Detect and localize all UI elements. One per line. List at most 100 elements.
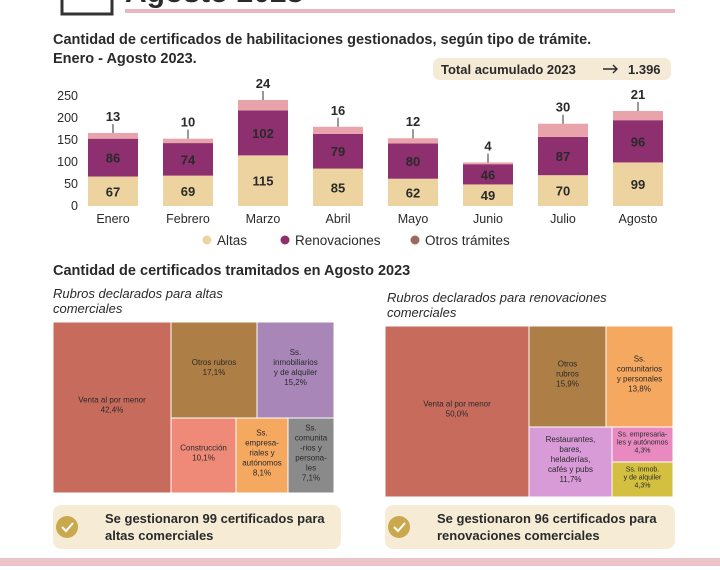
treemap-cell (52, 321, 172, 494)
treemap-cell (528, 325, 607, 428)
treemap-cell (528, 426, 613, 498)
treemap-value: 11,7% (559, 475, 581, 484)
x-tick-label: Junio (473, 212, 503, 226)
value-label: 13 (106, 109, 120, 124)
y-tick-label: 50 (64, 177, 78, 191)
legend-label: Renovaciones (295, 233, 381, 248)
value-label: 49 (481, 188, 495, 203)
bar-segment (538, 123, 588, 137)
y-tick-label: 150 (57, 133, 78, 147)
value-label: 70 (556, 184, 570, 199)
treemap-cell (287, 417, 335, 494)
note-text: Se gestionaron 96 certificados para renov… (437, 511, 657, 543)
bar-segment (238, 155, 288, 206)
value-label: 30 (556, 100, 570, 115)
chart-subtitle: Enero - Agosto 2023. (53, 51, 197, 67)
note-text: Se gestionaron 99 certificados para altas… (105, 511, 325, 543)
treemap-value: 4,3% (635, 448, 651, 455)
treemap-label: Construcción (180, 444, 227, 453)
x-tick-label: Enero (96, 212, 129, 226)
header-icon (60, 0, 114, 16)
treemap-label: Venta al por menor (78, 396, 146, 405)
treemap-value: 8,1% (253, 469, 271, 478)
note-box (385, 505, 675, 549)
treemap-cell (611, 426, 674, 463)
treemap-value: 10,1% (192, 454, 215, 463)
value-label: 16 (331, 103, 345, 118)
y-tick-label: 100 (57, 155, 78, 169)
legend-label: Otros trámites (425, 233, 510, 248)
treemap-subtitle: Rubros declarados para altas comerciales (53, 286, 223, 316)
treemap-label: Ss. empresa-riales y autónomos (242, 429, 282, 468)
value-label: 10 (181, 115, 195, 130)
value-label: 24 (256, 76, 271, 91)
treemap-label: Ss. comunitarios y personales (617, 355, 662, 384)
value-label: 12 (406, 114, 420, 129)
treemap-value: 42,4% (101, 406, 124, 415)
bar-segment (388, 138, 438, 144)
bar-segment (238, 99, 288, 111)
note-box (53, 505, 341, 549)
x-tick-label: Febrero (166, 212, 210, 226)
x-tick-label: Agosto (619, 212, 658, 226)
value-label: 62 (406, 185, 420, 200)
bar-segment (538, 175, 588, 206)
value-label: 46 (481, 167, 495, 182)
x-tick-label: Mayo (398, 212, 429, 226)
legend-marker (280, 235, 290, 245)
note-icon (388, 516, 410, 538)
value-label: 102 (252, 126, 274, 141)
header-rule (125, 9, 675, 13)
bar-segment (463, 164, 513, 185)
total-badge (433, 58, 671, 80)
total-value: 1.396 (628, 62, 661, 77)
x-tick-label: Marzo (246, 212, 281, 226)
treemap-label: Ss. empresaria-les y autónomos (617, 432, 668, 447)
note-check (393, 522, 406, 533)
bar-segment (88, 138, 138, 177)
treemap-subtitle: Rubros declarados para renovaciones comer… (387, 290, 607, 320)
note-icon (56, 516, 78, 538)
treemap-value: 50,0% (446, 410, 469, 419)
treemap-cell (170, 321, 258, 419)
chart-title: Cantidad de certificados de habilitacion… (53, 32, 591, 48)
treemap-value: 15,9% (556, 380, 579, 389)
treemap-value: 13,8% (628, 385, 651, 394)
bar-segment (163, 138, 213, 144)
bar-segment (163, 175, 213, 206)
total-arrow (603, 64, 618, 74)
value-label: 79 (331, 144, 345, 159)
treemap-cell (384, 325, 530, 498)
y-tick-label: 250 (57, 89, 78, 103)
x-tick-label: Julio (550, 212, 576, 226)
treemap-label: Venta al por menor (423, 400, 491, 409)
treemap-value: 7,1% (302, 474, 320, 483)
bar-segment (613, 110, 663, 121)
value-label: 96 (631, 134, 645, 149)
x-tick-label: Abril (325, 212, 350, 226)
value-label: 99 (631, 177, 645, 192)
bar-segment (463, 162, 513, 165)
treemap-cell (256, 321, 335, 419)
note-check (61, 522, 74, 533)
treemap-value: 15,2% (284, 378, 307, 387)
value-label: 115 (253, 174, 274, 189)
bar-segment (163, 143, 213, 176)
legend-marker (410, 235, 420, 245)
value-label: 67 (106, 184, 120, 199)
treemap-cell (605, 325, 674, 428)
bar-segment (538, 136, 588, 176)
legend-marker (202, 235, 212, 245)
value-label: 69 (181, 184, 195, 199)
value-label: 80 (406, 154, 420, 169)
treemap-cell (235, 417, 289, 494)
value-label: 74 (181, 152, 196, 167)
value-label: 87 (556, 149, 570, 164)
header-title: Agosto 2023 (125, 0, 303, 9)
value-label: 85 (331, 180, 345, 195)
treemap-label: Ss. Inmob. y de alquiler (624, 467, 662, 482)
value-label: 86 (106, 151, 120, 166)
value-label: 21 (631, 87, 645, 102)
bar-segment (238, 110, 288, 156)
